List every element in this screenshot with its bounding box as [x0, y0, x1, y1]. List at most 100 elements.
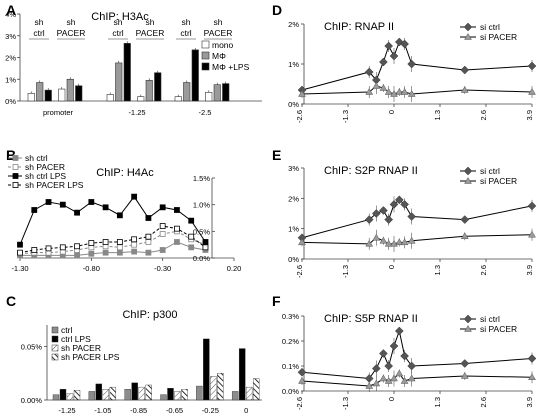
- data-point: [407, 59, 417, 69]
- bar: [52, 394, 60, 401]
- data-point: [188, 233, 195, 240]
- bar: [36, 82, 44, 102]
- data-point: [384, 88, 393, 95]
- data-point: [384, 239, 393, 247]
- header-sh-ctrl: sh: [182, 17, 191, 27]
- data-point: [298, 238, 306, 246]
- data-point: [88, 250, 95, 257]
- y-tick-label: 2%: [288, 20, 299, 29]
- data-point: [131, 241, 138, 248]
- data-point: [384, 377, 393, 384]
- header-sh-ctrl: sh: [114, 17, 123, 27]
- data-point: [384, 41, 394, 51]
- data-point: [384, 361, 394, 371]
- data-point: [364, 67, 374, 77]
- x-tick-label: -2.6: [295, 110, 304, 123]
- data-point: [145, 249, 152, 256]
- series-line: [301, 41, 533, 91]
- data-point: [371, 209, 381, 218]
- bar: [203, 338, 210, 401]
- data-point: [379, 374, 388, 382]
- data-point: [407, 212, 417, 221]
- bar: [191, 49, 199, 102]
- data-point: [389, 200, 399, 209]
- legend-marker: [463, 166, 473, 176]
- data-point: [88, 240, 95, 246]
- x-tick-label: -1.05: [94, 406, 111, 415]
- bar: [73, 390, 81, 401]
- x-tick-label: -1.30: [11, 264, 28, 273]
- data-point: [407, 236, 416, 244]
- header-sh-pacer: sh: [214, 17, 223, 27]
- data-point: [400, 200, 409, 209]
- data-point: [400, 377, 409, 384]
- y-tick-label: 0.05%: [21, 342, 43, 351]
- legend-marker: [12, 182, 19, 188]
- data-point: [59, 201, 66, 208]
- data-point: [528, 230, 536, 238]
- data-point: [460, 359, 470, 368]
- group-label: -2.5: [199, 108, 212, 117]
- y-tick-label: 2%: [5, 54, 16, 63]
- bar: [181, 389, 188, 401]
- data-point: [379, 84, 388, 91]
- header-sh-ctrl: ctrl: [33, 28, 44, 38]
- header-sh-pacer: PACER: [204, 28, 233, 38]
- data-point: [174, 207, 180, 213]
- data-point: [131, 248, 138, 255]
- bar: [154, 72, 162, 102]
- data-point: [17, 249, 23, 256]
- data-point: [371, 364, 381, 373]
- data-point: [116, 212, 123, 219]
- data-point: [74, 252, 80, 259]
- legend-swatch: [201, 62, 210, 71]
- bar: [44, 89, 52, 102]
- x-tick-label: -0.25: [202, 406, 219, 415]
- bar: [210, 376, 217, 401]
- legend-swatch: [201, 51, 210, 60]
- header-sh-ctrl: ctrl: [112, 28, 123, 38]
- series-line: [301, 85, 533, 95]
- data-point: [116, 249, 123, 256]
- bar: [205, 92, 213, 102]
- data-point: [159, 231, 166, 237]
- data-point: [202, 239, 209, 245]
- data-point: [174, 239, 180, 245]
- legend-label: si PACER: [480, 324, 517, 334]
- bar: [238, 348, 246, 401]
- data-point: [379, 206, 388, 215]
- x-tick-label: -1.3: [341, 265, 350, 278]
- bar: [109, 386, 117, 401]
- x-tick-label: 3.9: [525, 110, 534, 120]
- data-point: [131, 236, 138, 243]
- y-tick-label: 0%: [5, 97, 16, 106]
- chart-title: ChIP: p300: [122, 309, 177, 321]
- y-tick-label: 1.5%: [193, 174, 210, 183]
- data-point: [407, 374, 416, 382]
- chart-title: ChIP: H4Ac: [96, 167, 154, 179]
- data-point: [390, 90, 398, 97]
- x-tick-label: -2.6: [295, 265, 304, 278]
- legend-swatch: [201, 40, 210, 49]
- legend-label: si ctrl: [480, 166, 500, 176]
- y-tick-label: 0.0%: [282, 387, 299, 396]
- data-point: [528, 373, 536, 380]
- legend-label: MΦ: [212, 51, 226, 61]
- data-point: [159, 247, 166, 253]
- y-tick-label: 1%: [288, 225, 299, 234]
- x-tick-label: -0.30: [154, 264, 171, 273]
- y-tick-label: 3%: [288, 164, 299, 173]
- data-point: [407, 361, 417, 371]
- data-point: [116, 239, 123, 245]
- data-point: [379, 57, 388, 67]
- data-point: [460, 372, 469, 379]
- bar: [27, 93, 35, 102]
- legend-label: ctrl: [61, 325, 72, 335]
- legend-marker: [12, 164, 19, 170]
- legend-swatch: [51, 353, 59, 361]
- panel-label-B: B: [6, 147, 16, 163]
- y-tick-label: 0%: [288, 100, 299, 109]
- bar: [252, 378, 260, 401]
- bar: [217, 373, 224, 401]
- bar: [145, 80, 153, 102]
